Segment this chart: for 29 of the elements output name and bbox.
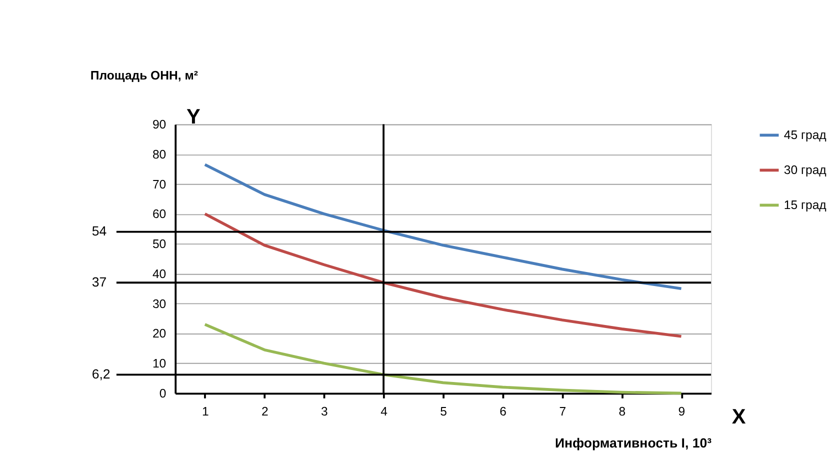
legend-label: 45 град	[784, 128, 826, 142]
x-tick-label: 2	[262, 404, 269, 418]
legend-label: 30 град	[784, 162, 826, 177]
legend-label: 15 град	[784, 198, 826, 212]
y-tick-label: 10	[152, 356, 166, 371]
y-axis-title: Площадь ОНН, м²	[90, 68, 198, 82]
y-tick-label: 90	[152, 118, 166, 132]
x-axis-title: Информативность I, 10³	[554, 436, 712, 451]
annotation: Y	[186, 105, 201, 128]
x-tick-label: 3	[321, 404, 328, 418]
y-tick-label: 0	[159, 386, 166, 400]
ref-line-label: 6,2	[92, 366, 110, 382]
y-tick-label: 30	[152, 296, 166, 311]
x-tick-label: 4	[380, 404, 388, 418]
y-tick-label: 80	[152, 147, 166, 162]
text: X	[732, 405, 746, 428]
y-tick-label: 60	[152, 207, 166, 222]
y-tick-label: 20	[152, 326, 166, 341]
y-tick-label: 70	[152, 177, 166, 192]
x-tick-label: 7	[559, 404, 566, 418]
x-tick-label: 5	[440, 404, 448, 418]
x-tick-label: 8	[618, 404, 626, 418]
ref-line-label: 54	[92, 224, 107, 239]
x-tick-label: 6	[500, 404, 507, 418]
y-tick-label: 50	[152, 237, 166, 252]
y-tick-label: 40	[152, 266, 166, 281]
x-tick-label: 9	[678, 404, 686, 418]
ref-line-label: 37	[92, 274, 107, 290]
x-tick-label: 1	[202, 404, 209, 418]
